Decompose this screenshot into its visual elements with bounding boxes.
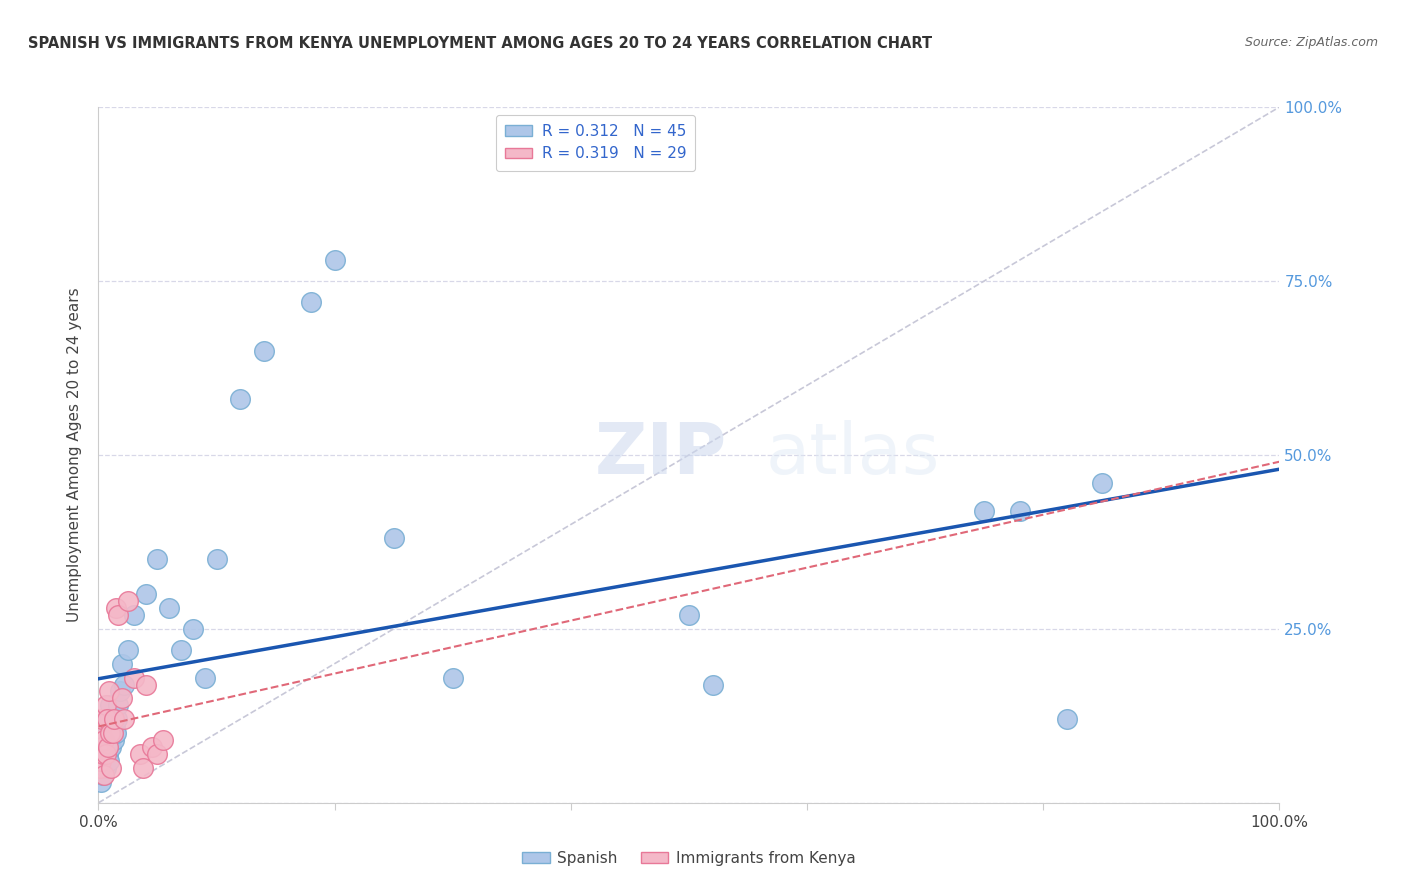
Text: atlas: atlas xyxy=(766,420,941,490)
Point xyxy=(105,726,128,740)
Point xyxy=(702,677,724,691)
Point xyxy=(205,552,228,566)
Y-axis label: Unemployment Among Ages 20 to 24 years: Unemployment Among Ages 20 to 24 years xyxy=(67,287,83,623)
Point xyxy=(146,552,169,566)
Point xyxy=(107,698,129,713)
Point xyxy=(91,747,114,761)
Point xyxy=(105,601,128,615)
Point xyxy=(94,698,117,713)
Point xyxy=(382,532,405,546)
Point xyxy=(98,726,121,740)
Point xyxy=(96,712,118,726)
Point xyxy=(135,677,157,691)
Point xyxy=(94,761,117,775)
Point xyxy=(108,684,131,698)
Point xyxy=(441,671,464,685)
Point xyxy=(152,733,174,747)
Point xyxy=(135,587,157,601)
Point xyxy=(107,607,129,622)
Point xyxy=(98,698,121,713)
Point xyxy=(122,671,145,685)
Legend: Spanish, Immigrants from Kenya: Spanish, Immigrants from Kenya xyxy=(516,845,862,871)
Point xyxy=(98,684,121,698)
Point xyxy=(90,775,112,789)
Point xyxy=(97,747,120,761)
Point xyxy=(132,761,155,775)
Point xyxy=(181,622,204,636)
Point xyxy=(253,343,276,358)
Point xyxy=(170,642,193,657)
Point xyxy=(91,761,114,775)
Point xyxy=(111,657,134,671)
Point xyxy=(93,733,115,747)
Point xyxy=(98,754,121,768)
Point xyxy=(104,719,127,733)
Point xyxy=(97,740,120,755)
Point xyxy=(146,747,169,761)
Point xyxy=(229,392,252,407)
Point xyxy=(117,642,139,657)
Point xyxy=(128,747,150,761)
Point xyxy=(1056,712,1078,726)
Point xyxy=(93,768,115,782)
Point xyxy=(100,740,122,755)
Point xyxy=(100,761,122,775)
Point xyxy=(96,726,118,740)
Point xyxy=(94,747,117,761)
Point xyxy=(973,503,995,517)
Point xyxy=(90,754,112,768)
Point xyxy=(157,601,180,615)
Point xyxy=(101,726,124,740)
Point xyxy=(141,740,163,755)
Point xyxy=(91,712,114,726)
Point xyxy=(117,594,139,608)
Point xyxy=(111,691,134,706)
Point xyxy=(98,733,121,747)
Point xyxy=(1008,503,1031,517)
Point xyxy=(96,740,118,755)
Point xyxy=(90,726,112,740)
Point xyxy=(105,712,128,726)
Point xyxy=(299,294,322,309)
Point xyxy=(91,740,114,755)
Point xyxy=(101,726,124,740)
Point xyxy=(112,712,135,726)
Text: SPANISH VS IMMIGRANTS FROM KENYA UNEMPLOYMENT AMONG AGES 20 TO 24 YEARS CORRELAT: SPANISH VS IMMIGRANTS FROM KENYA UNEMPLO… xyxy=(28,36,932,51)
Text: ZIP: ZIP xyxy=(595,420,727,490)
Point xyxy=(91,747,114,761)
Point xyxy=(93,754,115,768)
Point xyxy=(678,607,700,622)
Point xyxy=(194,671,217,685)
Point xyxy=(112,677,135,691)
Text: Source: ZipAtlas.com: Source: ZipAtlas.com xyxy=(1244,36,1378,49)
Point xyxy=(91,768,114,782)
Point xyxy=(103,712,125,726)
Point xyxy=(93,733,115,747)
Point xyxy=(89,761,111,775)
Point xyxy=(1091,475,1114,490)
Point xyxy=(98,712,121,726)
Point xyxy=(103,733,125,747)
Point xyxy=(323,253,346,268)
Point xyxy=(122,607,145,622)
